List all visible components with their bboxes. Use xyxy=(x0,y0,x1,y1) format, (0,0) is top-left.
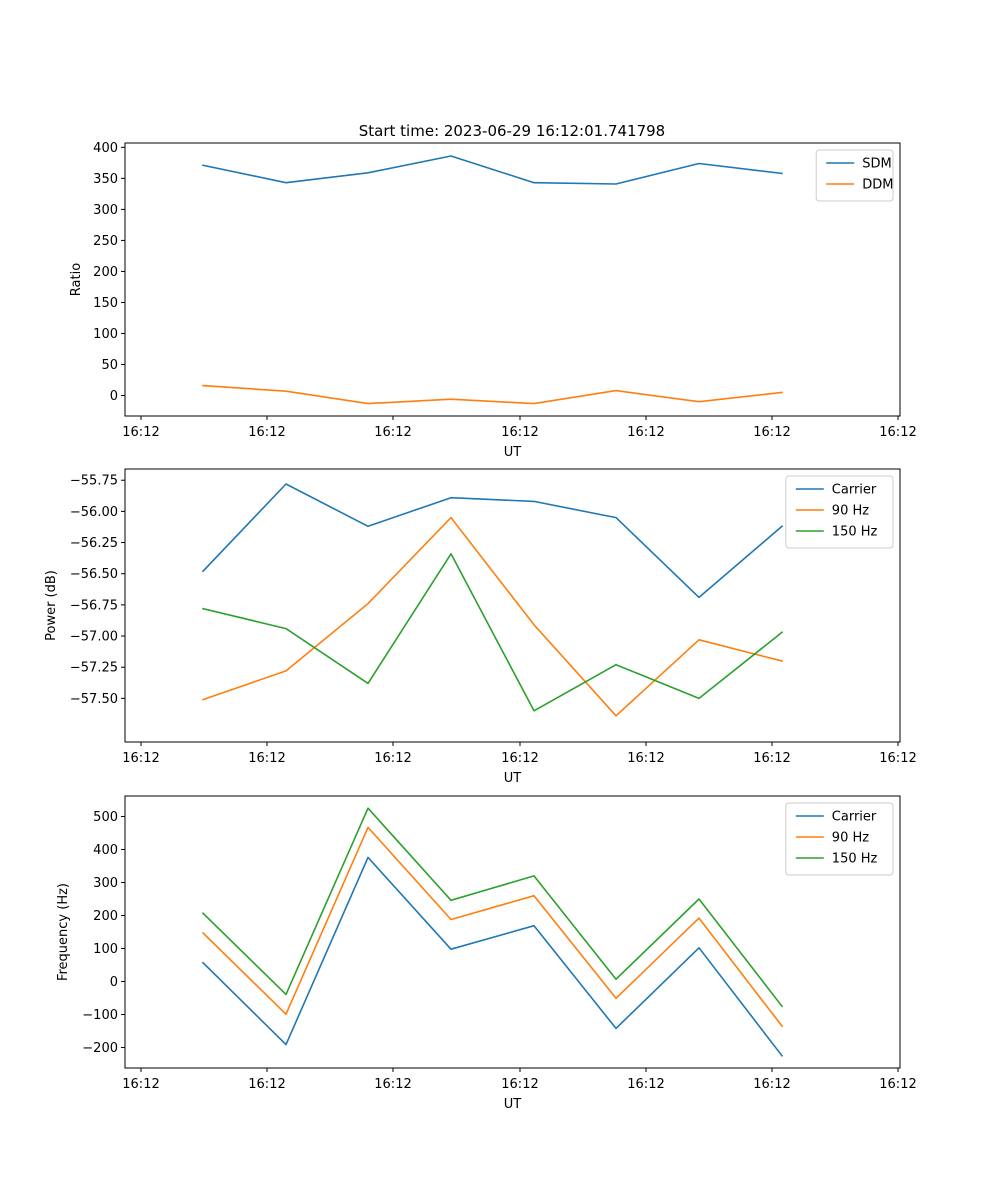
x-tick-label: 16:12 xyxy=(501,425,538,440)
legend-label-carrier: Carrier xyxy=(832,810,877,825)
series-line-carrier xyxy=(201,483,784,599)
x-tick-label: 16:12 xyxy=(879,751,916,766)
x-tick-label: 16:12 xyxy=(374,751,411,766)
series-line-150-hz xyxy=(201,807,784,1008)
y-tick-label: −200 xyxy=(82,1041,118,1056)
x-tick-label: 16:12 xyxy=(879,425,916,440)
y-tick-label: −56.50 xyxy=(70,567,118,582)
legend-label-90-hz: 90 Hz xyxy=(832,504,869,519)
x-tick-label: 16:12 xyxy=(122,751,159,766)
y-tick-label: 50 xyxy=(101,358,118,373)
x-tick-label: 16:12 xyxy=(248,1077,285,1092)
legend-label-ddm: DDM xyxy=(862,178,893,193)
x-axis-label: UT xyxy=(504,1097,522,1112)
x-tick-label: 16:12 xyxy=(501,1077,538,1092)
y-tick-label: −57.25 xyxy=(70,661,118,676)
y-tick-label: 400 xyxy=(93,141,118,156)
figure-title: Start time: 2023-06-29 16:12:01.741798 xyxy=(359,122,665,140)
y-tick-label: −55.75 xyxy=(70,474,118,489)
axes-frame xyxy=(124,795,901,1069)
x-tick-label: 16:12 xyxy=(122,1077,159,1092)
y-tick-label: −56.25 xyxy=(70,536,118,551)
y-tick-label: −57.50 xyxy=(70,692,118,707)
x-tick-label: 16:12 xyxy=(122,425,159,440)
x-tick-label: 16:12 xyxy=(879,1077,916,1092)
series-line-sdm xyxy=(202,155,783,185)
x-axis-label: UT xyxy=(504,445,522,460)
x-tick-label: 16:12 xyxy=(753,425,790,440)
y-axis-label: Ratio xyxy=(69,263,84,296)
chart-panel-2: −57.50 −57.25 −57.00 −56.75 −56.50 −56.25 −56.… xyxy=(44,468,917,786)
y-tick-label: −100 xyxy=(82,1008,118,1023)
y-tick-label: 100 xyxy=(93,327,118,342)
chart-panel-1: 0 50 100 150 200 250 300 350 400 16:12 16:12 16:12 1… xyxy=(69,141,917,460)
legend-label-90-hz: 90 Hz xyxy=(832,831,869,846)
series-line-carrier xyxy=(201,856,784,1057)
y-tick-label: 200 xyxy=(93,265,118,280)
legend-box xyxy=(785,475,894,549)
x-tick-label: 16:12 xyxy=(753,751,790,766)
y-tick-label: 500 xyxy=(93,810,118,825)
legend-label-carrier: Carrier xyxy=(832,483,877,498)
axes-frame xyxy=(124,142,901,417)
x-axis-label: UT xyxy=(504,771,522,786)
y-tick-label: 400 xyxy=(93,843,118,858)
y-tick-label: 0 xyxy=(110,975,118,990)
legend: Carrier 90 Hz 150 Hz xyxy=(785,802,894,876)
legend-label-150-hz: 150 Hz xyxy=(832,525,878,540)
legend-label-150-hz: 150 Hz xyxy=(832,852,878,867)
series-line-90-hz xyxy=(201,826,784,1028)
y-tick-label: 300 xyxy=(93,203,118,218)
y-tick-label: 100 xyxy=(93,942,118,957)
x-tick-label: 16:12 xyxy=(374,425,411,440)
y-tick-label: 200 xyxy=(93,909,118,924)
x-tick-label: 16:12 xyxy=(501,751,538,766)
x-tick-label: 16:12 xyxy=(627,1077,664,1092)
legend-label-sdm: SDM xyxy=(862,157,891,172)
legend-box xyxy=(785,802,894,876)
y-tick-label: 250 xyxy=(93,234,118,249)
y-tick-label: −57.00 xyxy=(70,630,118,645)
x-tick-label: 16:12 xyxy=(753,1077,790,1092)
y-tick-label: 150 xyxy=(93,296,118,311)
chart-panel-3: −200 −100 0 100 200 300 400 500 16:12 16:12 16:12 1… xyxy=(56,795,917,1112)
series-line-ddm xyxy=(202,384,783,405)
y-tick-label: 300 xyxy=(93,876,118,891)
y-axis-label: Power (dB) xyxy=(44,570,59,641)
x-tick-label: 16:12 xyxy=(248,751,285,766)
legend: SDM DDM xyxy=(815,149,894,202)
x-tick-label: 16:12 xyxy=(248,425,285,440)
panels: 0 50 100 150 200 250 300 350 400 16:12 16:12 16:12 1… xyxy=(44,141,917,1112)
x-tick-label: 16:12 xyxy=(627,751,664,766)
y-tick-label: 0 xyxy=(110,389,118,404)
y-tick-label: 350 xyxy=(93,172,118,187)
x-tick-label: 16:12 xyxy=(627,425,664,440)
y-axis-label: Frequency (Hz) xyxy=(56,883,71,981)
series-line-150-hz xyxy=(202,552,784,712)
y-tick-label: −56.00 xyxy=(70,505,118,520)
x-tick-label: 16:12 xyxy=(374,1077,411,1092)
series-line-90-hz xyxy=(201,516,783,717)
y-tick-label: −56.75 xyxy=(70,598,118,613)
axes-frame xyxy=(124,468,901,743)
legend: Carrier 90 Hz 150 Hz xyxy=(785,475,894,549)
